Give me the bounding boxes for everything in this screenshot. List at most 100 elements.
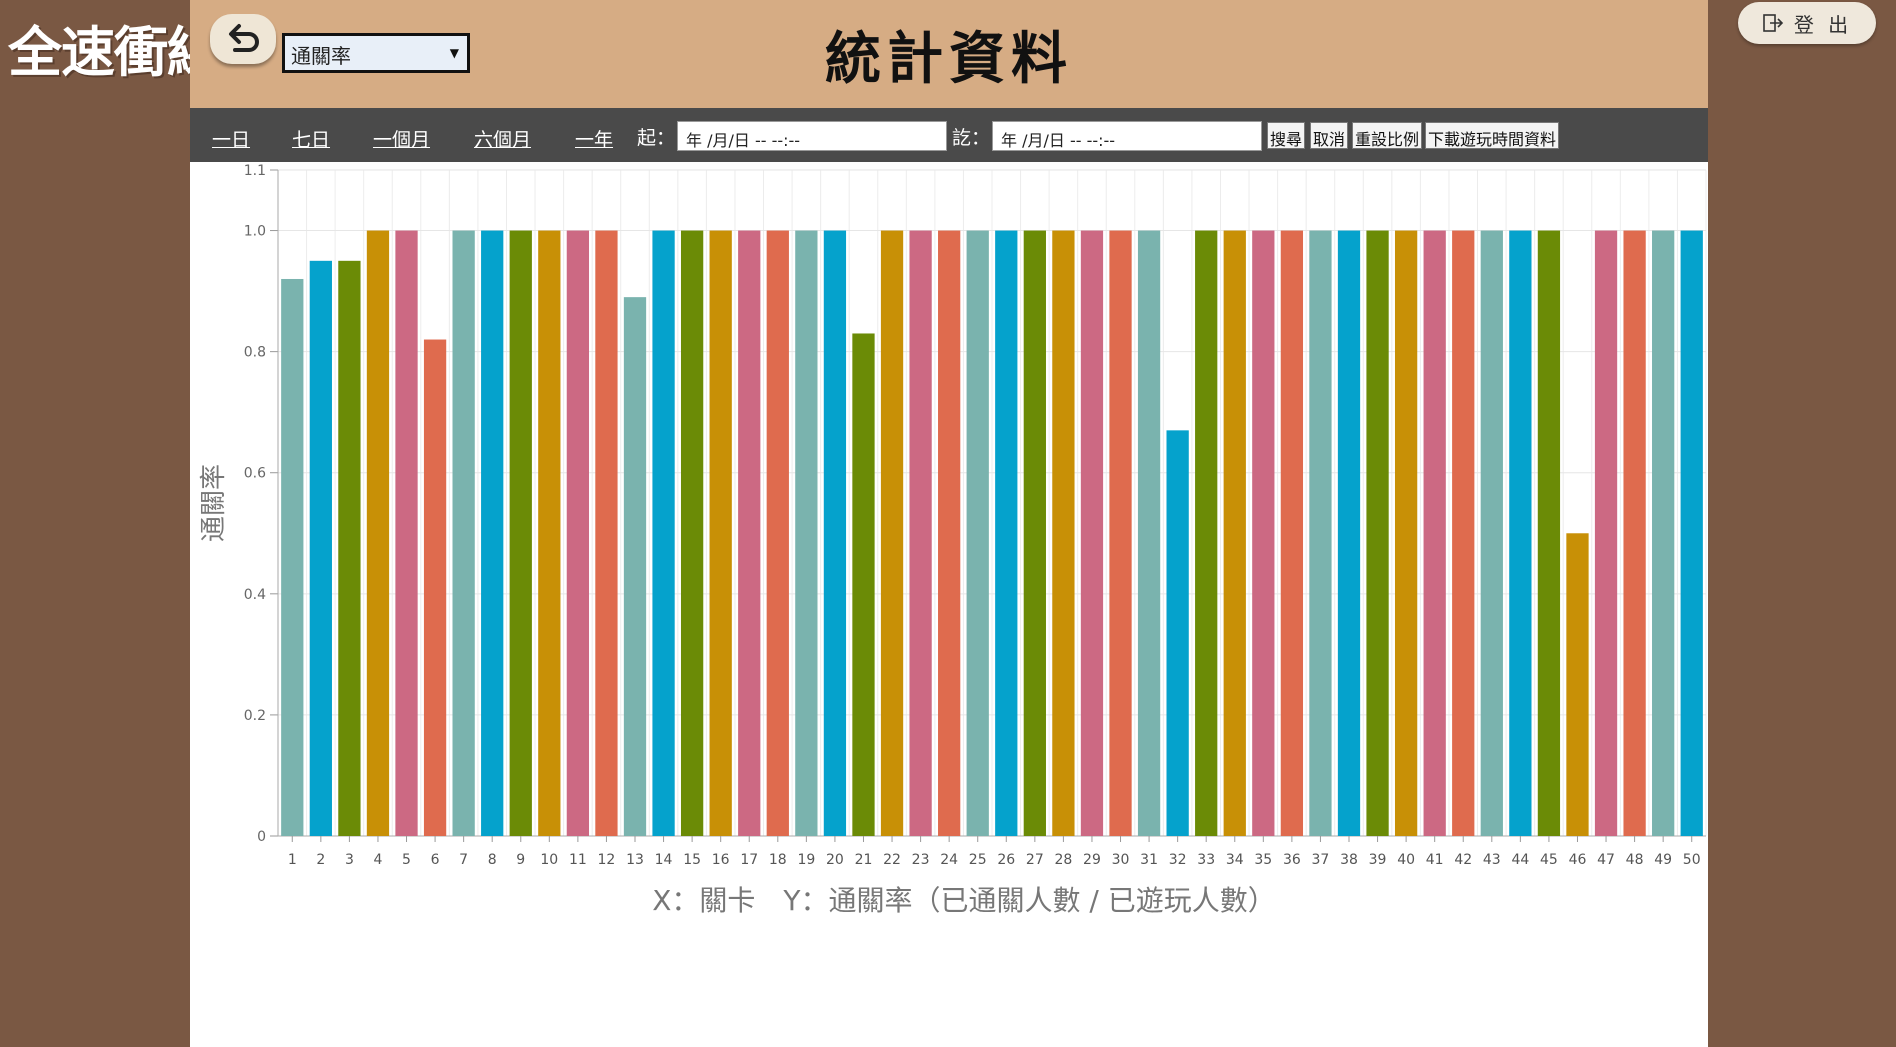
bar: [1566, 533, 1589, 836]
bar: [909, 230, 932, 836]
logout-button[interactable]: 登 出: [1738, 2, 1876, 44]
x-tick-label: 12: [598, 852, 616, 868]
bar: [338, 260, 361, 836]
x-tick-label: 47: [1597, 852, 1615, 868]
metric-select[interactable]: 通關率 ▼: [282, 33, 470, 73]
search-button[interactable]: 搜尋: [1267, 122, 1306, 149]
x-tick-label: 17: [740, 852, 758, 868]
cancel-button[interactable]: 取消: [1310, 122, 1349, 149]
bar: [509, 230, 532, 836]
bar: [1252, 230, 1275, 836]
chevron-down-icon: ▼: [449, 46, 459, 60]
bar: [395, 230, 418, 836]
bar: [995, 230, 1018, 836]
reset-scale-button[interactable]: 重設比例: [1352, 122, 1423, 149]
bar: [738, 230, 761, 836]
bar: [1137, 230, 1161, 836]
bar: [880, 230, 904, 836]
back-button[interactable]: [210, 14, 276, 64]
x-tick-label: 3: [345, 852, 354, 868]
x-tick-label: 14: [655, 852, 673, 868]
bar: [1109, 230, 1132, 836]
logout-icon: [1763, 14, 1783, 32]
to-date-input[interactable]: 年 /月/日 -- --:--: [992, 121, 1262, 151]
bar: [538, 230, 561, 836]
x-tick-label: 48: [1626, 852, 1644, 868]
x-tick-label: 22: [883, 852, 901, 868]
x-tick-label: 11: [569, 852, 587, 868]
x-tick-label: 26: [997, 852, 1015, 868]
bar: [423, 339, 447, 836]
y-tick-label: 0.8: [244, 345, 266, 361]
bar: [795, 230, 818, 836]
to-label: 訖：: [952, 127, 991, 149]
from-label: 起：: [637, 127, 676, 149]
x-tick-label: 18: [769, 852, 787, 868]
x-tick-label: 45: [1540, 852, 1558, 868]
bar: [1394, 230, 1418, 836]
bar: [680, 230, 704, 836]
download-playtime-button[interactable]: 下載遊玩時間資料: [1425, 122, 1560, 149]
x-tick-label: 30: [1112, 852, 1130, 868]
bar: [309, 260, 332, 836]
range-link-1day[interactable]: 一日: [212, 129, 251, 151]
bar: [1423, 230, 1446, 836]
logout-label: 登 出: [1793, 12, 1853, 37]
header-bar: 通關率 ▼ 統計資料: [190, 0, 1708, 108]
bar: [1052, 230, 1075, 836]
bar: [1480, 230, 1503, 836]
x-tick-label: 43: [1483, 852, 1501, 868]
x-tick-label: 28: [1054, 852, 1072, 868]
bar: [1452, 230, 1475, 836]
x-tick-label: 35: [1254, 852, 1272, 868]
x-tick-label: 39: [1369, 852, 1387, 868]
x-tick-label: 32: [1169, 852, 1187, 868]
range-link-1month[interactable]: 一個月: [373, 129, 431, 151]
bar: [938, 230, 961, 836]
bar: [1652, 230, 1675, 836]
bar: [281, 278, 304, 836]
x-tick-label: 15: [683, 852, 701, 868]
from-date-input[interactable]: 年 /月/日 -- --:--: [677, 121, 947, 151]
back-arrow-icon: [229, 24, 259, 52]
x-tick-label: 10: [540, 852, 558, 868]
x-tick-label: 9: [516, 852, 525, 868]
x-tick-label: 34: [1226, 852, 1244, 868]
bar: [1080, 230, 1104, 836]
x-tick-label: 24: [940, 852, 958, 868]
x-tick-label: 37: [1312, 852, 1330, 868]
bar: [1166, 430, 1189, 836]
x-tick-label: 16: [712, 852, 730, 868]
range-link-1year[interactable]: 一年: [575, 129, 614, 151]
x-tick-label: 2: [316, 852, 325, 868]
x-tick-label: 4: [373, 852, 382, 868]
x-tick-label: 31: [1140, 852, 1158, 868]
bar: [366, 230, 390, 836]
bar: [595, 230, 618, 836]
bar: [623, 297, 647, 836]
x-tick-label: 1: [288, 852, 297, 868]
bar: [1680, 230, 1703, 836]
bar: [966, 230, 989, 836]
x-tick-label: 20: [826, 852, 844, 868]
x-tick-label: 41: [1426, 852, 1444, 868]
x-tick-label: 8: [488, 852, 497, 868]
bar: [481, 230, 504, 836]
bar: [766, 230, 789, 836]
bar: [1509, 230, 1532, 836]
y-tick-label: 0.6: [244, 466, 266, 482]
x-tick-label: 38: [1340, 852, 1358, 868]
bar: [566, 230, 590, 836]
main-panel: 通關率 ▼ 統計資料 一日 七日 一個月 六個月 一年 起： 年 /月/日 --…: [190, 0, 1708, 1047]
x-tick-label: 49: [1654, 852, 1672, 868]
x-tick-label: 21: [855, 852, 873, 868]
bar: [452, 230, 475, 836]
bar: [1023, 230, 1046, 836]
range-link-6months[interactable]: 六個月: [474, 129, 532, 151]
range-link-7days[interactable]: 七日: [292, 129, 331, 151]
page-title: 統計資料: [825, 27, 1073, 92]
x-tick-label: 5: [402, 852, 411, 868]
x-tick-label: 19: [797, 852, 815, 868]
x-tick-label: 33: [1197, 852, 1215, 868]
bar: [1594, 230, 1618, 836]
